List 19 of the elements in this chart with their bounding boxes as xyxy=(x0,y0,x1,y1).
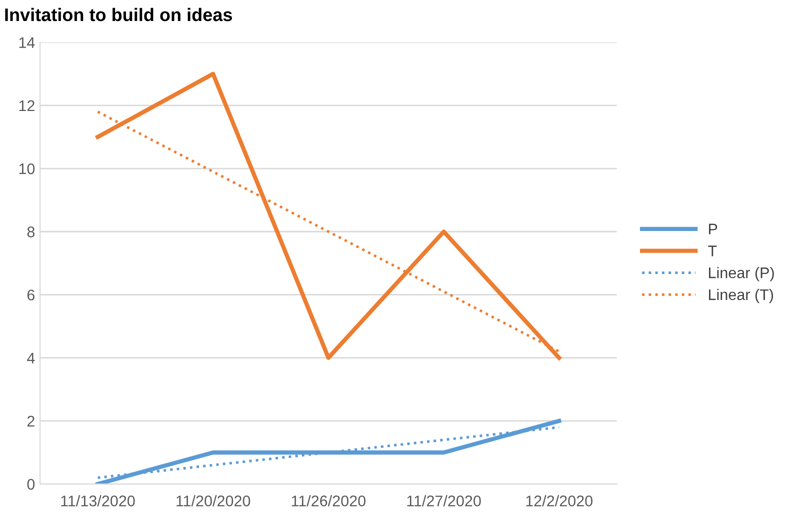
legend-label: Linear (P) xyxy=(709,266,774,282)
line-series xyxy=(96,72,562,360)
x-tick-label: 11/13/2020 xyxy=(61,495,135,506)
y-tick-label: 2 xyxy=(27,416,34,426)
x-tick-label: 11/26/2020 xyxy=(292,495,366,506)
legend-label: Linear (T) xyxy=(709,288,774,304)
y-tick-label: 0 xyxy=(27,478,35,490)
x-tick-label: 12/2/2020 xyxy=(526,495,592,506)
y-tick-label: 14 xyxy=(19,37,35,48)
y-tick-label: 8 xyxy=(27,226,35,238)
x-tick-label: 11/20/2020 xyxy=(176,495,250,506)
chart-title: Invitation to build on ideas xyxy=(5,8,232,22)
y-tick-label: 10 xyxy=(19,163,35,174)
x-tick-label: 11/27/2020 xyxy=(407,495,481,506)
y-tick-label: 12 xyxy=(19,100,34,111)
y-tick-label: 4 xyxy=(27,352,35,364)
legend-label: T xyxy=(708,246,717,256)
legend-label: P xyxy=(709,224,718,234)
y-tick-label: 6 xyxy=(27,290,35,300)
